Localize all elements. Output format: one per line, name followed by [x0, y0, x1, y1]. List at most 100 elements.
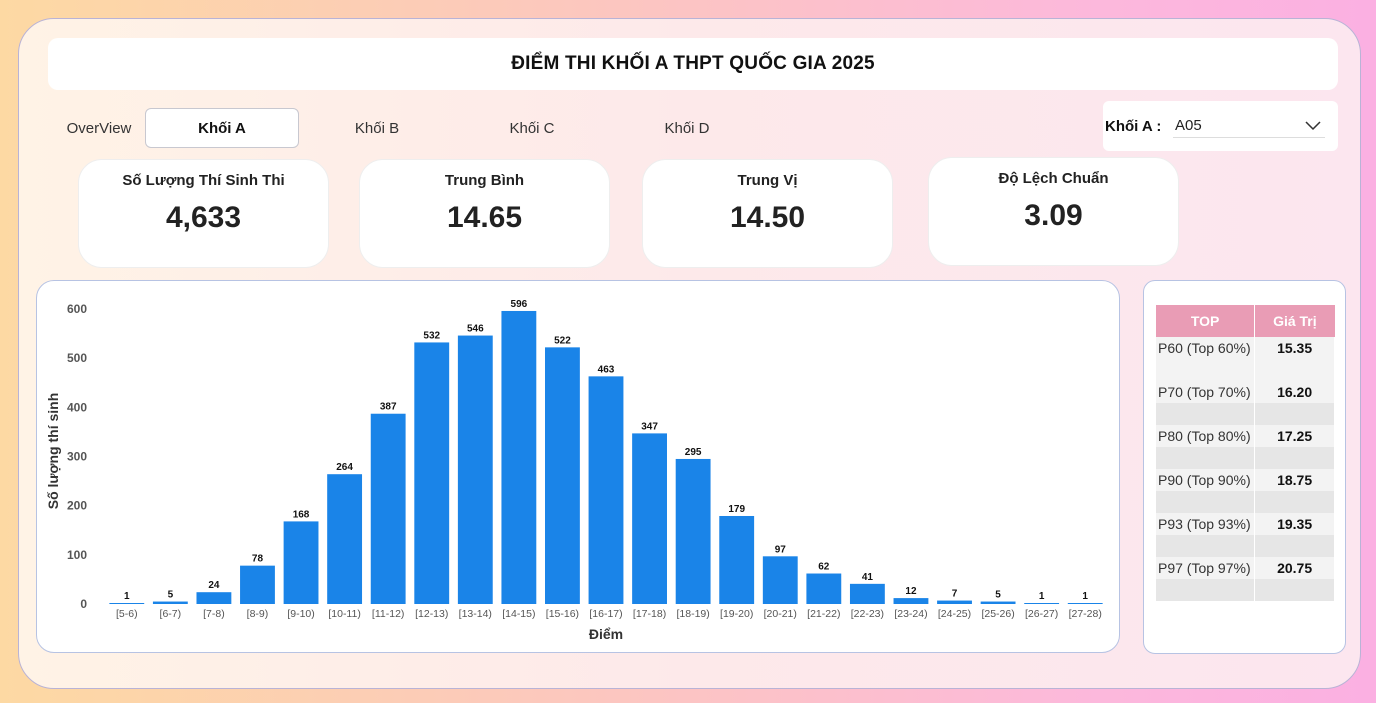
table-row-spacer: [1156, 359, 1335, 381]
table-row: P93 (Top 93%) 19.35: [1156, 513, 1335, 535]
percentile-value: 19.35: [1254, 513, 1335, 535]
x-tick-label: [8-9): [247, 608, 269, 620]
spacer-cell: [1254, 579, 1335, 601]
bar-data-label: 463: [598, 364, 615, 375]
percentile-label: P70 (Top 70%): [1156, 381, 1256, 403]
x-tick-label: [22-23): [851, 608, 884, 620]
bar-data-label: 78: [252, 554, 264, 565]
khoi-filter: Khối A : A05: [1103, 101, 1338, 151]
bar-data-label: 62: [818, 562, 830, 573]
bar-data-label: 5: [168, 590, 174, 601]
x-tick-label: [24-25): [938, 608, 971, 620]
histogram-bar[interactable]: [719, 515, 755, 604]
bar-data-label: 1: [124, 591, 130, 602]
score-histogram: 0 100 200 300 400 500 600 1 [5-6) 5 [6-7) 24 [7-8) 78…: [45, 299, 1103, 642]
table-row: P97 (Top 97%) 20.75: [1156, 557, 1335, 579]
x-tick-label: [15-16): [546, 608, 579, 620]
histogram-bar[interactable]: [1024, 603, 1060, 604]
kpi-label: Trung Bình: [444, 172, 525, 189]
histogram-bar[interactable]: [240, 565, 275, 604]
percentile-label: P60 (Top 60%): [1156, 337, 1256, 359]
bar-data-label: 546: [467, 324, 484, 335]
histogram-bar[interactable]: [675, 458, 711, 604]
khoi-select-value: A05: [1175, 117, 1202, 134]
kpi-value: 3.09: [1024, 199, 1083, 232]
kpi-card-mean: Trung Bình 14.65: [359, 159, 610, 268]
histogram-bar[interactable]: [327, 474, 363, 604]
bar-data-label: 387: [380, 402, 397, 413]
table-row: P70 (Top 70%) 16.20: [1156, 381, 1335, 403]
histogram-bar[interactable]: [457, 335, 493, 604]
column-header-top: TOP: [1156, 305, 1256, 337]
table-row-spacer: [1156, 447, 1335, 469]
bar-data-label: 295: [685, 447, 702, 458]
spacer-cell: [1156, 359, 1256, 381]
percentile-value: 17.25: [1254, 425, 1335, 447]
x-tick-label: [14-15): [502, 608, 535, 620]
bar-data-label: 1: [1082, 591, 1088, 602]
histogram-bar[interactable]: [632, 433, 667, 604]
histogram-bar[interactable]: [414, 342, 450, 604]
bar-data-label: 347: [641, 421, 658, 432]
bar-data-label: 532: [423, 330, 440, 341]
histogram-bar[interactable]: [893, 598, 929, 604]
percentile-value: 20.75: [1254, 557, 1335, 579]
histogram-bar[interactable]: [283, 521, 319, 604]
kpi-card-candidates: Số Lượng Thí Sinh Thi 4,633: [78, 159, 329, 268]
column-header-value: Giá Trị: [1254, 305, 1335, 337]
histogram-bar[interactable]: [196, 592, 232, 604]
x-tick-label: [20-21): [764, 608, 797, 620]
histogram-bar[interactable]: [980, 601, 1016, 604]
y-axis-label: Số lượng thí sinh: [45, 393, 61, 510]
x-tick-label: [27-28): [1069, 608, 1102, 620]
bar-data-label: 24: [208, 580, 220, 591]
percentile-value: 16.20: [1254, 381, 1335, 403]
tab-khoi-b[interactable]: Khối B: [354, 119, 400, 137]
histogram-bar[interactable]: [588, 376, 624, 604]
khoi-select[interactable]: A05: [1173, 114, 1325, 138]
histogram-bar[interactable]: [545, 347, 580, 604]
spacer-cell: [1156, 447, 1256, 469]
spacer-cell: [1254, 403, 1335, 425]
percentile-table: TOP Giá Trị P60 (Top 60%) 15.35 P70 (Top 7…: [1156, 305, 1335, 601]
bar-data-label: 264: [336, 462, 353, 473]
kpi-card-median: Trung Vị 14.50: [642, 159, 893, 268]
table-row: P90 (Top 90%) 18.75: [1156, 469, 1335, 491]
x-tick-label: [23-24): [894, 608, 927, 620]
kpi-value: 4,633: [165, 201, 242, 234]
histogram-bar[interactable]: [1067, 603, 1103, 604]
page-title-bar: ĐIỂM THI KHỐI A THPT QUỐC GIA 2025: [48, 38, 1338, 90]
spacer-cell: [1254, 359, 1335, 381]
bar-data-label: 7: [952, 589, 958, 600]
spacer-cell: [1254, 535, 1335, 557]
histogram-bar[interactable]: [370, 413, 406, 604]
histogram-bar[interactable]: [849, 583, 885, 604]
table-row-spacer: [1156, 579, 1335, 601]
y-tick-label: 300: [67, 450, 87, 464]
percentile-label: P93 (Top 93%): [1156, 513, 1256, 535]
histogram-bar[interactable]: [806, 573, 842, 604]
histogram-bar[interactable]: [109, 603, 145, 604]
filter-label: Khối A :: [1105, 117, 1162, 135]
tab-khoi-c[interactable]: Khối C: [509, 119, 555, 137]
x-tick-label: [18-19): [676, 608, 709, 620]
tab-khoi-d[interactable]: Khối D: [664, 119, 710, 137]
histogram-bar[interactable]: [762, 556, 798, 604]
tab-khoi-a[interactable]: Khối A: [145, 108, 299, 148]
histogram-bar[interactable]: [937, 600, 972, 604]
x-tick-label: [7-8): [203, 608, 225, 620]
histogram-bar[interactable]: [152, 601, 188, 604]
kpi-label: Số Lượng Thí Sinh Thi: [122, 172, 285, 189]
bar-data-label: 41: [862, 572, 874, 583]
histogram-bar[interactable]: [501, 310, 537, 604]
x-tick-label: [5-6): [116, 608, 138, 620]
kpi-label: Trung Vị: [737, 172, 798, 189]
table-row-spacer: [1156, 535, 1335, 557]
x-tick-label: [26-27): [1025, 608, 1058, 620]
y-tick-label: 200: [67, 499, 87, 513]
x-tick-label: [9-10): [287, 608, 314, 620]
kpi-value: 14.65: [446, 201, 523, 234]
x-tick-label: [16-17): [589, 608, 622, 620]
tab-overview[interactable]: OverView: [66, 119, 132, 137]
table-row: P60 (Top 60%) 15.35: [1156, 337, 1335, 359]
